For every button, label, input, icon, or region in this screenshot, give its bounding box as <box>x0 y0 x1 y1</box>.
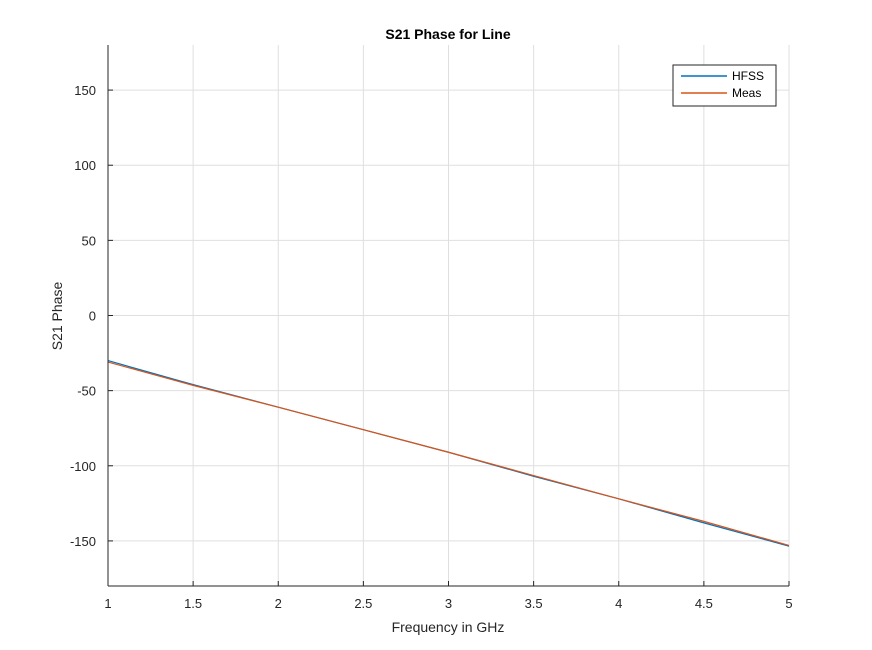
legend-label-hfss: HFSS <box>732 69 764 83</box>
legend-label-meas: Meas <box>732 86 761 100</box>
x-tick-label: 3.5 <box>525 596 543 611</box>
y-tick-label: 0 <box>89 309 96 324</box>
x-tick-label: 2 <box>275 596 282 611</box>
legend-box <box>672 64 777 107</box>
series-line-meas <box>107 361 790 546</box>
x-tick-label: 5 <box>785 596 792 611</box>
x-tick-label: 3 <box>445 596 452 611</box>
y-tick-label: 100 <box>74 158 96 173</box>
y-tick-label: 50 <box>82 233 96 248</box>
x-tick-label: 4.5 <box>695 596 713 611</box>
y-tick-label: -100 <box>70 459 96 474</box>
y-tick-label: 150 <box>74 83 96 98</box>
chart-title: S21 Phase for Line <box>385 26 510 42</box>
y-tick-label: -50 <box>77 384 96 399</box>
axes <box>107 45 790 587</box>
legend: HFSS Meas <box>672 64 777 107</box>
y-tick-label: -150 <box>70 534 96 549</box>
x-tick-label: 1 <box>104 596 111 611</box>
y-axis-label: S21 Phase <box>49 282 65 351</box>
x-axis-label: Frequency in GHz <box>392 619 505 635</box>
x-tick-label: 2.5 <box>354 596 372 611</box>
tick-labels: 1 1.5 2 2.5 3 3.5 4 4.5 5 -150 -100 -50 0 50 100 150 <box>70 83 793 611</box>
x-tick-label: 4 <box>615 596 622 611</box>
x-tick-label: 1.5 <box>184 596 202 611</box>
series-layer <box>107 360 790 547</box>
